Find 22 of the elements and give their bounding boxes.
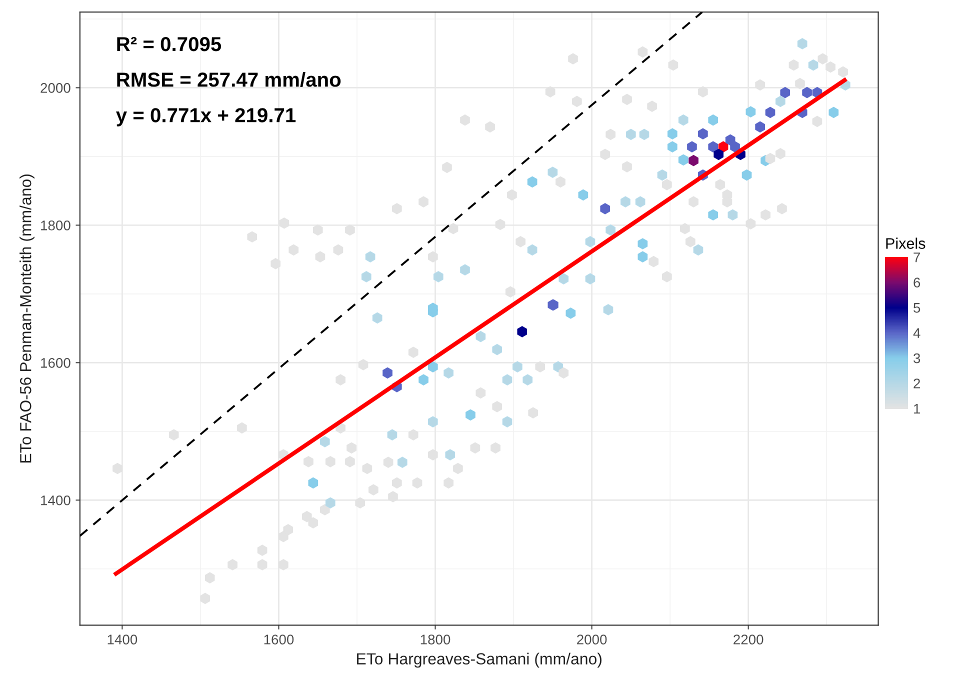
color-bar-label: 7 [914,252,920,262]
y-tick-label: 1800 [41,220,70,230]
x-tick-label: 1800 [420,634,450,644]
x-axis-title: ETo Hargreaves-Samani (mm/ano) [357,652,602,668]
x-tick-label: 1600 [264,634,294,644]
color-bar-label: 5 [914,303,920,313]
color-bar-label: 4 [913,328,920,338]
annotation: R² = 0.7095 [117,36,222,52]
color-bar-label: 6 [914,278,920,288]
color-bar-label: 2 [914,378,920,388]
y-tick-label: 2000 [40,83,70,93]
color-bar-title: Pixels [886,238,926,249]
y-axis-title: ETo FAO-56 Penman-Monteith (mm/ano) [20,174,34,462]
color-bar-label: 3 [914,353,920,364]
annotation: y = 0.771x + 219.71 [116,108,296,126]
annotation: RMSE = 257.47 mm/ano [117,72,341,88]
x-tick-label: 2200 [734,634,764,644]
x-tick-label: 1400 [108,634,138,644]
y-tick-label: 1600 [41,358,70,368]
y-tick-label: 1400 [41,495,70,506]
color-bar-label: 1 [914,404,920,414]
x-tick-label: 2000 [577,634,607,644]
